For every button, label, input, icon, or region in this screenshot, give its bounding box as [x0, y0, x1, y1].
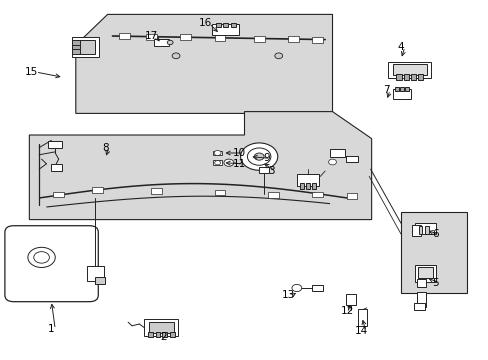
Circle shape [328, 159, 336, 165]
Text: 8: 8 [102, 143, 108, 153]
Circle shape [167, 40, 173, 45]
Bar [404, 87, 408, 91]
Circle shape [34, 252, 49, 263]
Circle shape [214, 150, 221, 156]
Circle shape [254, 153, 264, 160]
Circle shape [274, 53, 282, 59]
Bar [392, 89, 410, 99]
Bar [395, 74, 401, 80]
Text: 9: 9 [263, 153, 269, 163]
Bar [258, 167, 269, 173]
Bar [216, 23, 221, 27]
Bar [312, 192, 323, 197]
Bar [346, 193, 357, 199]
Text: 17: 17 [144, 31, 158, 41]
Bar [148, 332, 153, 337]
Text: 16: 16 [198, 18, 212, 28]
Bar [416, 279, 426, 287]
Bar [424, 226, 428, 234]
Bar [417, 267, 432, 278]
Bar [413, 303, 424, 310]
Bar [399, 87, 403, 91]
Bar [87, 266, 103, 281]
Bar [95, 277, 105, 284]
Text: 15: 15 [25, 67, 39, 77]
Bar [358, 309, 366, 325]
Bar [287, 36, 298, 42]
Bar [214, 190, 225, 195]
Text: 4: 4 [397, 42, 404, 52]
Bar [312, 37, 323, 42]
Bar [162, 332, 167, 337]
Bar [410, 74, 415, 80]
Bar [53, 192, 64, 197]
Bar [411, 225, 420, 236]
Circle shape [214, 161, 220, 165]
Bar [212, 24, 239, 35]
Bar [394, 87, 398, 91]
Bar [144, 319, 178, 336]
Bar [414, 265, 435, 282]
Bar [180, 35, 191, 40]
Text: 1: 1 [48, 324, 55, 334]
Text: 6: 6 [431, 229, 438, 239]
Bar [346, 294, 355, 305]
Bar [417, 74, 423, 80]
Text: 2: 2 [160, 332, 167, 342]
Text: 13: 13 [281, 290, 295, 300]
Circle shape [28, 247, 55, 267]
Bar [416, 292, 425, 307]
Polygon shape [400, 212, 466, 293]
Bar [48, 141, 62, 148]
Bar [76, 40, 95, 54]
Text: 12: 12 [340, 306, 353, 316]
Bar [72, 44, 80, 49]
Bar [214, 35, 225, 41]
Bar [418, 226, 422, 234]
Circle shape [240, 143, 277, 170]
Circle shape [224, 159, 233, 166]
Text: 5: 5 [431, 278, 438, 288]
Text: 10: 10 [233, 148, 245, 158]
Bar [213, 160, 222, 165]
Polygon shape [76, 14, 332, 113]
Bar [414, 223, 435, 234]
Bar [312, 285, 323, 291]
Bar [72, 49, 80, 54]
Text: 7: 7 [382, 85, 389, 95]
Bar [305, 183, 310, 189]
Bar [223, 23, 228, 27]
Bar [403, 74, 408, 80]
Polygon shape [29, 112, 371, 220]
FancyBboxPatch shape [5, 226, 98, 302]
Bar [329, 149, 344, 157]
Bar [149, 322, 173, 333]
Bar [92, 187, 103, 193]
Bar [72, 40, 80, 45]
Bar [169, 332, 174, 337]
Bar [146, 34, 157, 40]
Bar [230, 23, 235, 27]
Bar [346, 156, 357, 162]
Bar [155, 332, 160, 337]
Bar [51, 164, 61, 171]
Bar [213, 150, 222, 156]
Text: 14: 14 [354, 326, 368, 336]
Text: 3: 3 [267, 166, 274, 176]
Bar [253, 36, 264, 41]
Bar [151, 188, 162, 194]
Bar [311, 183, 316, 189]
Bar [119, 33, 130, 39]
Text: 11: 11 [232, 159, 246, 169]
Bar [154, 39, 168, 46]
Circle shape [247, 148, 270, 165]
Bar [297, 174, 319, 186]
Bar [392, 64, 426, 75]
Circle shape [291, 284, 301, 292]
Bar [268, 192, 279, 198]
Bar [72, 37, 99, 57]
Circle shape [172, 53, 180, 59]
Bar [299, 183, 304, 189]
Bar [387, 62, 430, 78]
